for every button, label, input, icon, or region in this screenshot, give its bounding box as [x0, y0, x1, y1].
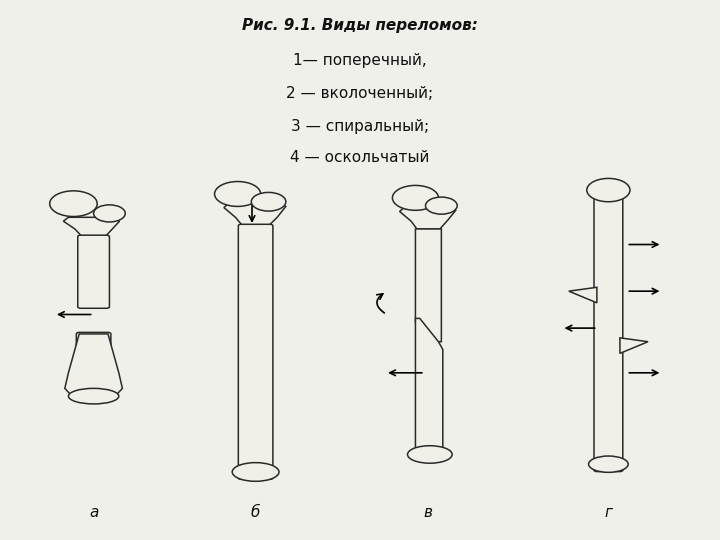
- Polygon shape: [620, 338, 648, 353]
- Circle shape: [94, 205, 125, 222]
- Circle shape: [426, 197, 457, 214]
- Circle shape: [215, 181, 261, 206]
- Text: 1— поперечный,: 1— поперечный,: [293, 53, 427, 68]
- Text: 2 — вколоченный;: 2 — вколоченный;: [287, 86, 433, 101]
- Polygon shape: [224, 202, 286, 226]
- Ellipse shape: [68, 388, 119, 404]
- Polygon shape: [65, 334, 122, 400]
- FancyBboxPatch shape: [238, 224, 273, 480]
- Text: 4 — оскольчатый: 4 — оскольчатый: [290, 150, 430, 165]
- Text: в: в: [424, 505, 433, 520]
- Circle shape: [50, 191, 97, 217]
- Circle shape: [251, 192, 286, 211]
- Text: г: г: [604, 505, 613, 520]
- Ellipse shape: [408, 446, 452, 463]
- Polygon shape: [400, 206, 456, 229]
- Ellipse shape: [589, 456, 628, 472]
- Circle shape: [587, 178, 630, 202]
- Text: 3 — спиральный;: 3 — спиральный;: [291, 119, 429, 134]
- Text: Рис. 9.1. Виды переломов:: Рис. 9.1. Виды переломов:: [242, 18, 478, 33]
- Ellipse shape: [232, 463, 279, 481]
- Polygon shape: [415, 319, 443, 458]
- FancyBboxPatch shape: [78, 235, 109, 308]
- FancyBboxPatch shape: [594, 197, 623, 471]
- Polygon shape: [569, 287, 597, 303]
- Polygon shape: [63, 217, 120, 237]
- Circle shape: [392, 185, 438, 210]
- FancyBboxPatch shape: [76, 333, 111, 386]
- Text: а: а: [89, 505, 99, 520]
- Text: б: б: [251, 505, 261, 520]
- Polygon shape: [415, 229, 441, 342]
